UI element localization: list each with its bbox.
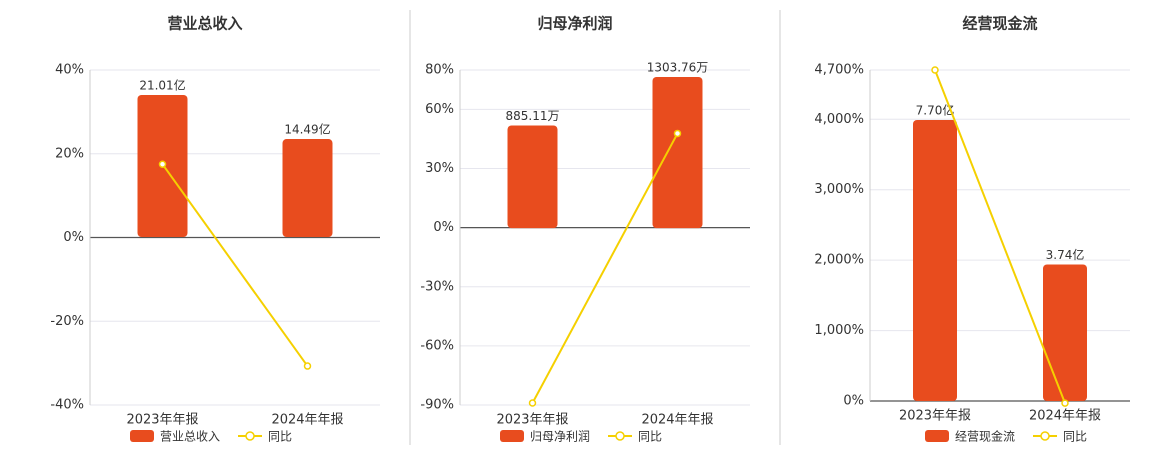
y-tick-label: 80% xyxy=(425,63,454,78)
line-point xyxy=(1061,399,1069,407)
x-tick-label: 2023年年报 xyxy=(899,409,971,424)
line xyxy=(161,163,309,367)
bar-value-label: 885.11万 xyxy=(506,109,560,123)
bar-value-label: 3.74亿 xyxy=(1046,247,1085,262)
legend-label: 经营现金流 xyxy=(955,429,1015,444)
y-tick-label: -40% xyxy=(50,398,84,413)
chart-title: 营业总收入 xyxy=(167,15,242,33)
bar xyxy=(507,125,558,229)
bar xyxy=(652,76,703,229)
bar xyxy=(1043,264,1087,401)
y-tick-label: 3,000% xyxy=(814,182,864,197)
y-tick-label: 20% xyxy=(55,146,84,161)
y-tick-label: 0% xyxy=(433,220,454,235)
y-tick-label: 40% xyxy=(55,63,84,78)
bar xyxy=(913,119,957,401)
y-tick-label: 2,000% xyxy=(814,253,864,268)
y-tick-label: -60% xyxy=(420,338,454,353)
line-point xyxy=(673,129,682,138)
y-tick-label: 60% xyxy=(425,102,454,117)
y-tick-label: -20% xyxy=(50,314,84,329)
x-tick-label: 2024年年报 xyxy=(641,413,713,428)
x-tick-label: 2024年年报 xyxy=(271,413,343,428)
chart-title: 归母净利润 xyxy=(537,15,612,33)
chart-title: 经营现金流 xyxy=(962,15,1037,33)
y-tick-label: -90% xyxy=(420,398,454,413)
legend-marker xyxy=(615,431,625,441)
y-tick-label: 1,000% xyxy=(814,323,864,338)
line-point xyxy=(303,362,312,370)
y-tick-label: 0% xyxy=(843,394,864,409)
legend-marker xyxy=(1040,431,1050,441)
y-tick-label: 4,700% xyxy=(814,63,864,78)
bar-value-label: 1303.76万 xyxy=(647,60,709,74)
x-tick-label: 2023年年报 xyxy=(126,413,198,428)
line-point xyxy=(528,399,537,407)
legend-label: 同比 xyxy=(638,430,662,444)
legend-label: 同比 xyxy=(1063,430,1087,444)
y-tick-label: 4,000% xyxy=(814,112,864,127)
bar-value-label: 7.70亿 xyxy=(916,102,955,117)
legend-swatch xyxy=(925,430,949,442)
bar xyxy=(282,139,333,237)
bar-value-label: 21.01亿 xyxy=(139,77,185,92)
legend-swatch xyxy=(500,430,524,442)
legend-marker xyxy=(245,431,255,441)
legend-swatch xyxy=(130,430,154,442)
legend-label: 营业总收入 xyxy=(160,430,220,444)
y-tick-label: 0% xyxy=(63,230,84,245)
line-point xyxy=(158,160,167,168)
y-tick-label: -30% xyxy=(420,279,454,294)
legend-label: 同比 xyxy=(268,430,292,444)
y-tick-label: 30% xyxy=(425,161,454,176)
line xyxy=(934,69,1066,404)
x-tick-label: 2023年年报 xyxy=(496,413,568,428)
line-point xyxy=(931,66,939,74)
legend-label: 归母净利润 xyxy=(530,430,590,444)
line xyxy=(531,132,679,404)
bar-value-label: 14.49亿 xyxy=(284,122,330,137)
x-tick-label: 2024年年报 xyxy=(1029,409,1101,424)
